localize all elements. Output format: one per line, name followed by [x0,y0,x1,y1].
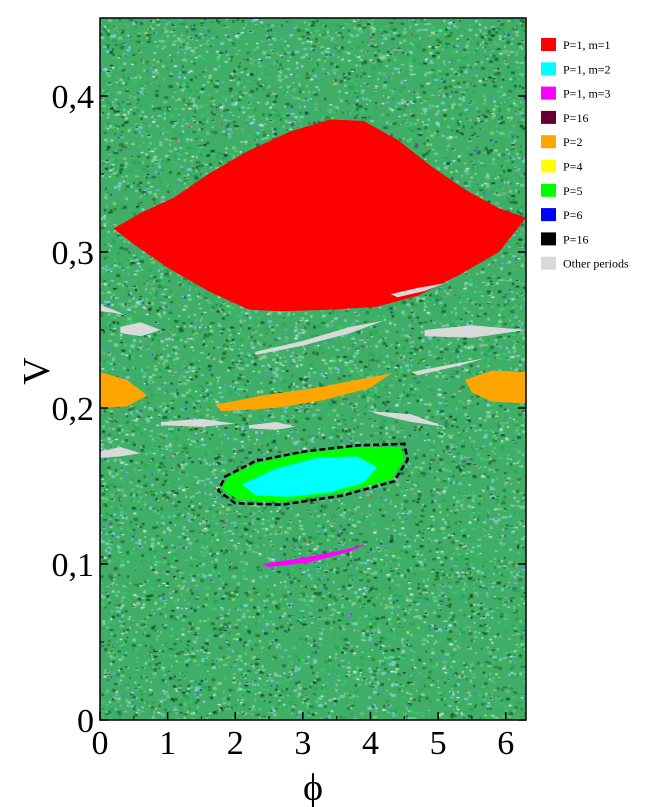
legend-swatch [541,38,556,51]
legend-item: P=16 [541,232,588,246]
y-tick-label: 0,1 [52,547,95,584]
legend-item: P=4 [541,159,582,174]
region-other-periods-5 [390,283,445,298]
legend: P=1, m=1 P=1, m=2 P=1, m=3 P=16 P=2 P=4 P=5 P=6… [541,38,629,271]
y-tick-label: 0 [77,703,94,740]
legend-label: P=5 [563,184,582,198]
region-other-periods-4 [424,325,526,338]
region-p-2-13 [465,370,526,404]
y-tick-label: 0,2 [52,391,95,428]
legend-label: Other periods [563,257,629,271]
x-tick-label: 5 [430,725,447,762]
stability-regions [100,119,526,568]
chaotic-sea-texture [100,18,526,720]
legend-item: P=1, m=1 [541,38,611,52]
legend-swatch [541,208,556,222]
legend-swatch [541,62,556,76]
legend-label: P=4 [563,160,582,174]
legend-item: P=1, m=3 [541,86,611,101]
legend-item: P=1, m=2 [541,62,611,76]
legend-label: P=2 [563,135,582,149]
x-tick-label: 3 [294,725,311,762]
region-p-1-m-3-17 [262,543,368,568]
legend-label: P=16 [563,111,588,125]
region-p-16-14 [216,442,410,506]
legend-label: P=16 [563,232,588,246]
legend-item: P=5 [541,183,582,198]
legend-label: P=1, m=3 [563,87,611,101]
axes: 0 1 2 3 4 5 6 0 0,1 0,2 0,3 0,4 [52,79,526,762]
region-other-periods-6 [411,358,486,376]
region-p-2-11 [100,372,148,408]
legend-swatch [541,256,556,270]
legend-item: P=2 [541,135,582,149]
legend-item: P=6 [541,208,582,222]
region-p-2-12 [215,373,391,412]
legend-swatch [541,159,556,173]
x-tick-label: 6 [497,725,514,762]
legend-swatch [541,110,556,124]
region-p-1-m-1-0 [113,119,526,312]
region-other-periods-9 [160,418,236,427]
region-other-periods-2 [120,322,161,337]
legend-label: P=1, m=1 [563,38,611,52]
plot-frame [99,17,527,721]
region-other-periods-10 [248,422,297,430]
region-p-1-m-2-16 [242,456,378,497]
x-tick-label: 4 [362,725,379,762]
y-tick-label: 0,4 [52,79,95,116]
legend-swatch [541,135,556,149]
legend-swatch [541,183,556,197]
x-tick-label: 2 [227,725,244,762]
legend-label: P=6 [563,208,582,222]
legend-label: P=1, m=2 [563,62,611,76]
region-other-periods-7 [370,411,445,427]
region-other-periods-1 [100,305,127,316]
x-tick-label: 1 [159,725,176,762]
x-tick-label: 0 [92,725,109,762]
y-tick-label: 0,3 [52,235,95,272]
legend-item: P=16 [541,110,588,125]
chaotic-sea-background [100,18,526,720]
region-other-periods-8 [100,447,141,458]
legend-swatch [541,232,556,246]
legend-item: Other periods [541,256,629,271]
region-other-periods-3 [255,320,384,355]
y-axis-label: V [16,357,58,385]
x-axis-label: ϕ [303,767,323,807]
legend-swatch [541,86,556,100]
